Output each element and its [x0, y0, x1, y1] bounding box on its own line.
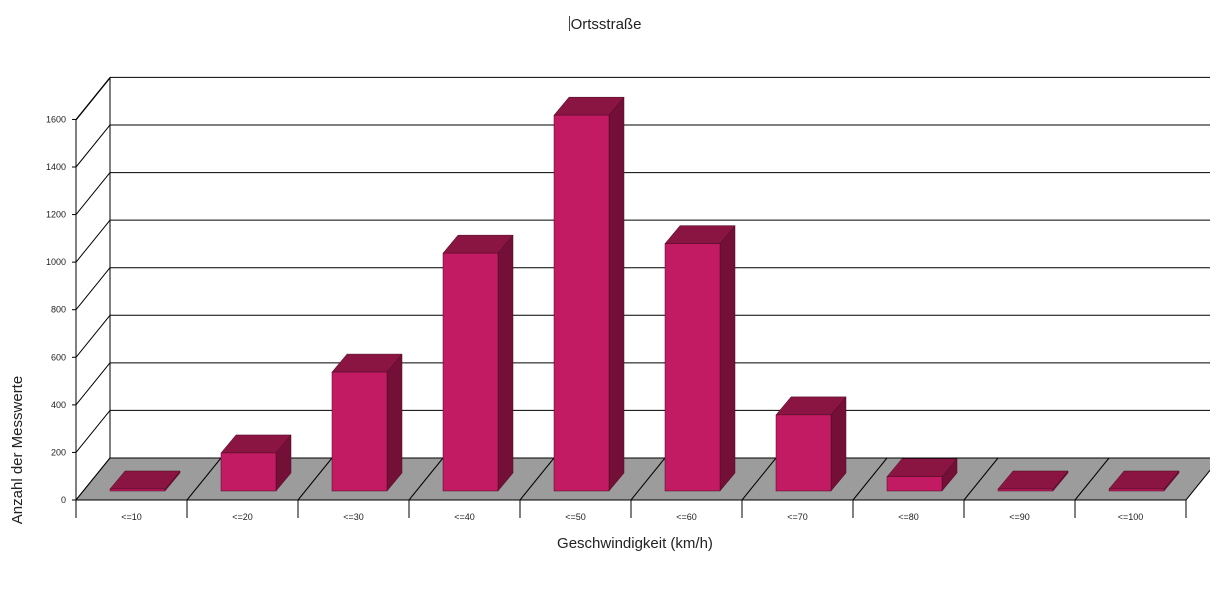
y-tick-label: 1400 [46, 162, 66, 172]
floor-divider [852, 457, 888, 501]
floor-divider [630, 457, 666, 501]
y-tick-label: 800 [51, 305, 66, 315]
bar-side [386, 353, 403, 492]
bar [1108, 488, 1165, 492]
bar [886, 476, 943, 492]
gridline-side [75, 124, 111, 168]
x-tick-label: <=40 [454, 512, 475, 522]
x-tick-label: <=20 [232, 512, 253, 522]
y-tick-label: 400 [51, 400, 66, 410]
x-tick-label: <=10 [121, 512, 142, 522]
x-tick-label: <=80 [898, 512, 919, 522]
y-tick-label: 1200 [46, 210, 66, 220]
bar [331, 371, 388, 492]
bar [109, 488, 166, 492]
y-tick-label: 0 [61, 495, 66, 505]
bar [997, 488, 1054, 492]
chart-title: Ortsstraße [568, 16, 642, 33]
x-axis-title: Geschwindigkeit (km/h) [557, 535, 713, 552]
gridline-side [75, 219, 111, 263]
floor-divider [963, 457, 999, 501]
bar-side [608, 96, 625, 492]
bar [442, 252, 499, 492]
x-tick-label: <=70 [787, 512, 808, 522]
x-tick-label: <=30 [343, 512, 364, 522]
x-tick-label: <=90 [1009, 512, 1030, 522]
gridline-side [75, 314, 111, 358]
x-tick-label: <=100 [1118, 512, 1144, 522]
floor-divider [519, 457, 555, 501]
floor-divider [741, 457, 777, 501]
bar [220, 452, 277, 492]
y-tick-label: 1000 [46, 257, 66, 267]
gridline-side [75, 77, 111, 120]
y-tick-label: 1600 [46, 114, 66, 124]
x-tick-label: <=60 [676, 512, 697, 522]
bar-side [719, 224, 736, 492]
gridline-side [75, 362, 111, 406]
bar [775, 414, 832, 492]
floor-divider [408, 457, 444, 501]
floor-divider [186, 457, 222, 501]
y-tick-label: 600 [51, 352, 66, 362]
floor-divider [297, 457, 333, 501]
x-tick-label: <=50 [565, 512, 586, 522]
bar-side [497, 234, 514, 492]
floor-divider [1074, 457, 1110, 501]
gridline-side [75, 267, 111, 311]
y-tick-label: 200 [51, 447, 66, 457]
text-cursor [568, 16, 570, 31]
bar-chart: 0 200 400 600 800 1000 1200 1400 1600 <=10 <=20 <=3… [46, 76, 1210, 522]
y-axis-title: Anzahl der Messwerte [9, 375, 26, 525]
bar [553, 114, 610, 492]
bar [664, 243, 721, 492]
gridline-side [75, 172, 111, 215]
gridline-side [75, 410, 111, 453]
